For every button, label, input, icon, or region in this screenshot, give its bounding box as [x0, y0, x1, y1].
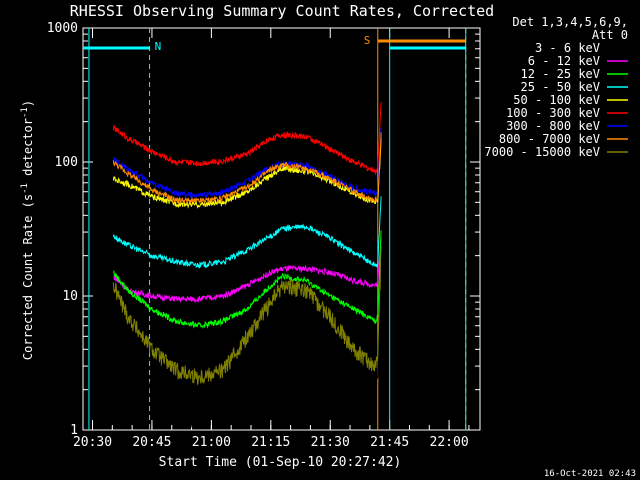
x-tick-label: 22:00	[430, 435, 469, 450]
y-tick-label: 10	[62, 289, 78, 304]
x-tick-label: 21:00	[192, 435, 231, 450]
y-axis-ticks: 1 10 100 1000	[47, 21, 480, 438]
legend-label: 25 - 50 keV	[521, 80, 600, 94]
x-axis-ticks: 20:30 20:45 21:00 21:15 21:30 21:45 22:00	[73, 28, 470, 450]
y-axis-label-main: Corrected Count Rate (s	[21, 194, 35, 360]
legend-label: 300 - 800 keV	[506, 119, 600, 133]
legend-label: 3 - 6 keV	[535, 41, 600, 55]
x-tick-label: 21:45	[370, 435, 409, 450]
night-label: N	[155, 40, 162, 53]
y-axis-label-sup2: -1	[20, 107, 30, 118]
x-tick-label: 21:30	[311, 435, 350, 450]
y-tick-label: 1000	[47, 21, 78, 36]
x-tick-label: 21:15	[251, 435, 290, 450]
y-axis-label-sup1: -1	[20, 183, 30, 194]
legend-label: 6 - 12 keV	[528, 54, 600, 68]
plot-frame	[82, 27, 481, 431]
legend-label: 7000 - 15000 keV	[484, 145, 600, 159]
y-tick-label: 1	[70, 423, 78, 438]
data-series	[112, 101, 382, 429]
legend-header-line1: Det 1,3,4,5,6,9,	[512, 15, 628, 29]
legend-label: 800 - 7000 keV	[499, 132, 600, 146]
legend-label: 12 - 25 keV	[521, 67, 600, 81]
y-axis-label: Corrected Count Rate (s-1 detector-1)	[20, 100, 35, 360]
series-line	[112, 127, 382, 199]
legend-label: 50 - 100 keV	[513, 93, 600, 107]
chart-title: RHESSI Observing Summary Count Rates, Co…	[70, 2, 494, 20]
y-axis-label-end: )	[21, 100, 35, 107]
x-tick-label: 20:30	[73, 435, 112, 450]
legend-label: 100 - 300 keV	[506, 106, 600, 120]
legend-header-line2: Att 0	[592, 28, 628, 42]
x-tick-label: 20:45	[132, 435, 171, 450]
footer-date: 16-Oct-2021 02:43	[544, 469, 636, 479]
y-tick-label: 100	[55, 155, 78, 170]
series-line	[112, 230, 382, 329]
series-line	[112, 101, 382, 176]
series-line	[113, 238, 382, 304]
x-axis-label: Start Time (01-Sep-10 20:27:42)	[159, 455, 402, 470]
series-line	[112, 196, 382, 269]
series-line	[112, 236, 382, 429]
series-line	[112, 246, 382, 386]
saa-label: S	[364, 34, 371, 47]
series-line	[112, 132, 382, 205]
y-axis-label-mid: detector	[21, 118, 35, 183]
